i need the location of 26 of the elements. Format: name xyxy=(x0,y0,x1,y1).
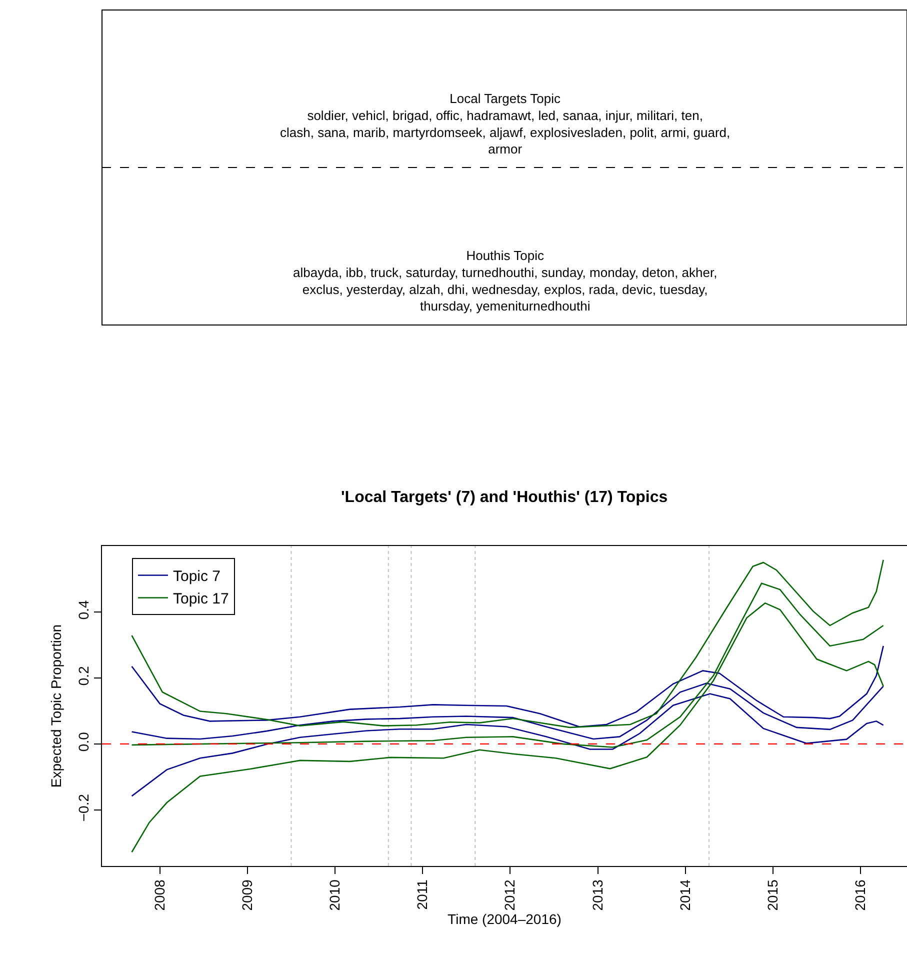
text: albayda, ibb, truck, saturday, turnedhouthi, sunday, monday, deton, akher, exclus, yesterday, alzah, dhi, wednesday, explos, rada, devic, tuesday, thursday, yemeniturnedhouthi xyxy=(293,264,718,314)
x-tick-label: 2010 xyxy=(326,879,343,911)
legend-label: Topic 17 xyxy=(173,590,229,608)
text: Local Targets Topic xyxy=(450,91,561,106)
y-tick-label: 0.0 xyxy=(75,732,92,752)
y-axis-title: Expected Topic Proportion xyxy=(48,624,64,788)
text: soldier, vehicl, brigad, offic, hadramawt, led, sanaa, injur, militari, ten, clash, sana, marib, martyrdomseek, aljawf, explosivesladen, polit, armi, guard, armor xyxy=(280,108,730,157)
y-tick-label: 0.4 xyxy=(75,600,92,620)
x-tick-label: 2011 xyxy=(414,879,430,910)
y-tick-label: −0.2 xyxy=(75,794,92,822)
line-series xyxy=(131,559,884,728)
x-tick-label: 2009 xyxy=(238,879,255,911)
x-tick-label: 2008 xyxy=(151,879,168,911)
y-tick-label: 0.2 xyxy=(75,666,92,686)
line-series xyxy=(131,693,884,797)
x-tick-label: 2016 xyxy=(852,879,868,911)
x-tick-label: 2013 xyxy=(589,879,606,911)
line-series xyxy=(131,682,884,740)
x-tick-label: 2012 xyxy=(502,879,518,911)
line-series xyxy=(131,645,884,728)
legend-label: Topic 7 xyxy=(173,568,221,586)
x-tick-label: 2014 xyxy=(676,879,693,911)
chart-title: 'Local Targets' (7) and 'Houthis' (17) Topics xyxy=(341,489,668,506)
x-axis-title: Time (2004–2016) xyxy=(448,911,562,928)
x-tick-label: 2015 xyxy=(764,879,781,911)
text: Houthis Topic xyxy=(466,248,545,263)
